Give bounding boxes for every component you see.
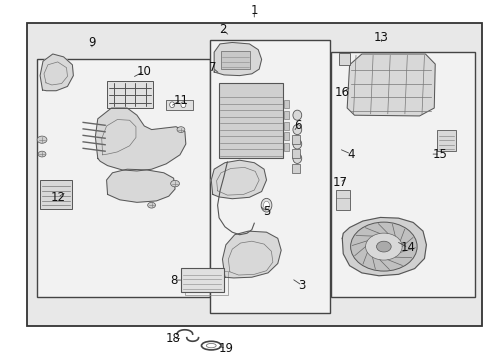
Polygon shape bbox=[211, 160, 266, 199]
Ellipse shape bbox=[292, 139, 301, 149]
Bar bbox=[292, 135, 300, 144]
Polygon shape bbox=[346, 54, 434, 116]
Bar bbox=[37, 59, 210, 297]
Text: 15: 15 bbox=[432, 148, 447, 161]
Polygon shape bbox=[214, 42, 261, 76]
Text: 10: 10 bbox=[137, 65, 151, 78]
Text: 4: 4 bbox=[346, 148, 354, 161]
Text: 5: 5 bbox=[262, 205, 270, 218]
Text: 13: 13 bbox=[373, 31, 388, 44]
Bar bbox=[283, 143, 289, 151]
Circle shape bbox=[37, 136, 47, 143]
Bar bbox=[181, 268, 224, 292]
Bar bbox=[292, 164, 300, 173]
Bar bbox=[436, 130, 455, 151]
Bar bbox=[283, 100, 289, 108]
Polygon shape bbox=[106, 169, 175, 202]
Ellipse shape bbox=[169, 102, 174, 108]
Text: 19: 19 bbox=[218, 342, 233, 355]
Text: 18: 18 bbox=[166, 332, 181, 345]
Text: 6: 6 bbox=[294, 119, 302, 132]
Circle shape bbox=[170, 180, 179, 187]
Text: 12: 12 bbox=[50, 191, 65, 204]
Circle shape bbox=[177, 127, 184, 132]
Bar bbox=[283, 122, 289, 130]
Text: 3: 3 bbox=[298, 279, 305, 292]
Text: 2: 2 bbox=[218, 23, 226, 36]
Ellipse shape bbox=[261, 198, 271, 212]
Text: 7: 7 bbox=[208, 61, 216, 74]
Circle shape bbox=[350, 222, 416, 271]
Bar bbox=[330, 52, 474, 297]
Circle shape bbox=[38, 151, 46, 157]
Text: 14: 14 bbox=[400, 241, 415, 254]
Bar bbox=[336, 190, 349, 210]
Bar bbox=[210, 40, 329, 313]
Bar bbox=[27, 23, 481, 326]
Bar bbox=[184, 271, 227, 295]
Ellipse shape bbox=[263, 201, 269, 209]
Ellipse shape bbox=[292, 125, 301, 135]
Bar bbox=[283, 111, 289, 119]
Ellipse shape bbox=[181, 102, 185, 108]
Text: 9: 9 bbox=[88, 36, 96, 49]
Bar bbox=[338, 53, 349, 65]
Text: 17: 17 bbox=[332, 176, 346, 189]
Ellipse shape bbox=[292, 153, 301, 163]
Polygon shape bbox=[222, 231, 281, 278]
Polygon shape bbox=[342, 217, 426, 276]
Text: 11: 11 bbox=[173, 94, 188, 107]
Polygon shape bbox=[95, 108, 185, 171]
Text: 1: 1 bbox=[250, 4, 258, 17]
Circle shape bbox=[376, 241, 390, 252]
Polygon shape bbox=[40, 54, 73, 91]
Bar bbox=[40, 180, 72, 209]
Bar bbox=[292, 149, 300, 158]
Bar bbox=[166, 100, 193, 110]
Text: 16: 16 bbox=[334, 86, 349, 99]
Text: 8: 8 bbox=[169, 274, 177, 287]
Circle shape bbox=[365, 233, 401, 260]
Ellipse shape bbox=[292, 110, 301, 120]
Bar bbox=[106, 81, 153, 108]
Circle shape bbox=[147, 202, 155, 208]
Bar bbox=[283, 132, 289, 140]
Bar bbox=[221, 51, 250, 69]
Bar bbox=[219, 83, 282, 158]
